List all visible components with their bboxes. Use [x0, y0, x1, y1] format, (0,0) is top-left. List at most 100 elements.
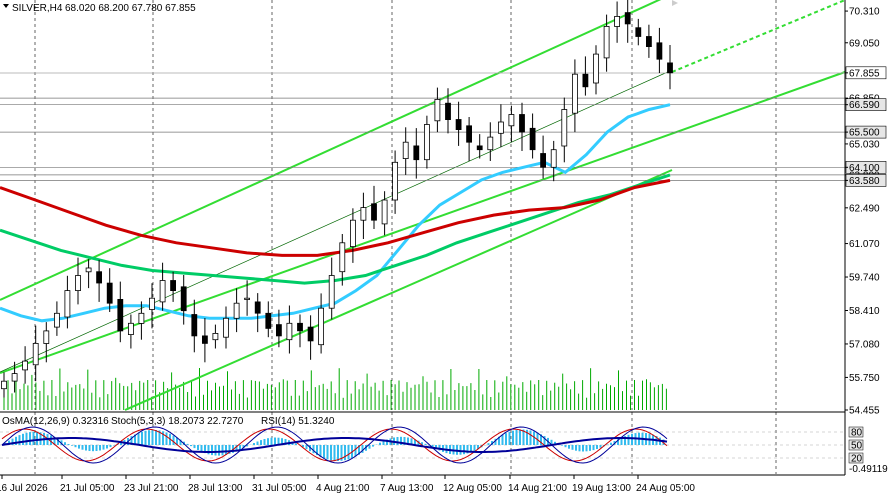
- candle-body[interactable]: [201, 335, 208, 344]
- candle-body[interactable]: [392, 161, 399, 201]
- x-tick-label: 14 Aug 21:00: [508, 483, 567, 494]
- candle-body[interactable]: [307, 326, 314, 342]
- candle-body[interactable]: [212, 332, 219, 341]
- candle-body[interactable]: [117, 298, 124, 332]
- candle-body[interactable]: [297, 322, 303, 332]
- ma-long-line: [0, 178, 671, 257]
- y-tick-label: 64.100: [849, 163, 880, 174]
- candle-body[interactable]: [339, 242, 346, 273]
- shift-marker-icon: [672, 0, 678, 6]
- candle-body[interactable]: [254, 301, 261, 314]
- candle-body[interactable]: [85, 267, 92, 273]
- y-tick-label: 62.490: [849, 203, 880, 214]
- candle-body[interactable]: [519, 114, 525, 133]
- x-tick-label: 23 Jul 21:00: [124, 483, 179, 494]
- candle-body[interactable]: [572, 73, 578, 114]
- x-tick-label: 7 Aug 13:00: [380, 483, 434, 494]
- candle-body[interactable]: [593, 53, 599, 84]
- x-tick-label: 24 Aug 05:00: [636, 483, 695, 494]
- candle-body[interactable]: [96, 271, 102, 284]
- candle-body[interactable]: [667, 62, 673, 74]
- x-tick-label: 21 Jul 05:00: [60, 483, 115, 494]
- candle-body[interactable]: [11, 373, 18, 382]
- candle-body[interactable]: [318, 307, 325, 346]
- x-tick-label: 12 Aug 05:00: [443, 483, 502, 494]
- candle-body[interactable]: [635, 27, 642, 37]
- candle-body[interactable]: [402, 141, 409, 159]
- candle-body[interactable]: [64, 290, 71, 318]
- candle-body[interactable]: [550, 149, 557, 168]
- candle-body[interactable]: [434, 99, 441, 122]
- osma-label: OsMA(12,26,9) 0.32316: [2, 416, 109, 427]
- y-tick-label: 69.050: [849, 38, 880, 49]
- indicator-level-tag: [848, 426, 864, 438]
- candle-body[interactable]: [180, 286, 187, 312]
- candle-body[interactable]: [508, 114, 515, 127]
- indicator-level-label: 50: [851, 441, 863, 452]
- volume-bars: [3, 368, 667, 410]
- candle-body[interactable]: [423, 124, 430, 161]
- candle-body[interactable]: [159, 280, 166, 303]
- candle-body[interactable]: [328, 275, 335, 309]
- candle-body[interactable]: [106, 282, 113, 304]
- candle-body[interactable]: [149, 297, 155, 310]
- candle-body[interactable]: [381, 199, 388, 225]
- candle-body[interactable]: [1, 380, 7, 390]
- x-tick-label: 31 Jul 05:00: [252, 483, 307, 494]
- candle-body[interactable]: [445, 102, 451, 120]
- candle-body[interactable]: [54, 312, 60, 328]
- y-tick-label: 65.030: [849, 139, 880, 150]
- candle-body[interactable]: [466, 125, 473, 143]
- candle-body[interactable]: [529, 127, 536, 151]
- candle-body[interactable]: [360, 207, 367, 221]
- candle-body[interactable]: [265, 312, 272, 329]
- candle-body[interactable]: [371, 203, 377, 221]
- candle-body[interactable]: [127, 322, 134, 335]
- y-tick-label: 59.740: [849, 273, 880, 284]
- candle-body[interactable]: [476, 145, 483, 151]
- candle-body[interactable]: [582, 73, 589, 88]
- symbol-label: SILVER,H4: [12, 3, 63, 14]
- candle-body[interactable]: [646, 36, 652, 48]
- stoch-main-line: [1, 426, 668, 464]
- candle-body[interactable]: [75, 275, 81, 292]
- candle-body[interactable]: [170, 280, 177, 292]
- candle-body[interactable]: [32, 342, 39, 366]
- y-tick-label: 70.310: [849, 7, 880, 18]
- candle-body[interactable]: [656, 42, 663, 60]
- candle-body[interactable]: [413, 145, 420, 161]
- candle-body[interactable]: [275, 324, 282, 337]
- candle-body[interactable]: [624, 12, 631, 25]
- candle-body[interactable]: [349, 219, 356, 247]
- y-tick-label: 63.580: [849, 176, 880, 187]
- candle-body[interactable]: [497, 121, 504, 134]
- candle-body[interactable]: [138, 312, 145, 324]
- candle-body[interactable]: [603, 25, 610, 59]
- candle-body[interactable]: [286, 322, 293, 341]
- candle-body[interactable]: [561, 109, 568, 147]
- candle-body[interactable]: [540, 153, 546, 168]
- candle-body[interactable]: [487, 136, 494, 151]
- ohlc-label: 68.020 68.200 67.780 67.855: [65, 3, 196, 14]
- candlesticks[interactable]: [1, 0, 673, 398]
- candle-body[interactable]: [43, 330, 50, 344]
- candle-body[interactable]: [244, 297, 251, 300]
- candle-body[interactable]: [233, 302, 240, 319]
- indicator-level-label: 20: [851, 454, 863, 465]
- symbol-arrow-icon: [3, 4, 9, 8]
- candle-body[interactable]: [455, 119, 462, 131]
- candle-body[interactable]: [614, 15, 620, 27]
- candle-body[interactable]: [191, 314, 198, 337]
- candle-body[interactable]: [223, 317, 229, 338]
- y-tick-label: 61.070: [849, 239, 880, 250]
- ma-fast-line: [0, 103, 671, 323]
- channel-midline: [0, 69, 673, 373]
- candle-body[interactable]: [22, 360, 29, 371]
- indicator-min-label: -0.49119: [849, 464, 888, 475]
- y-tick-label: 67.855: [849, 68, 880, 79]
- indicator-panel: [0, 411, 845, 464]
- x-tick-label: 16 Jul 2026: [0, 483, 48, 494]
- channel-projection: [671, 0, 846, 73]
